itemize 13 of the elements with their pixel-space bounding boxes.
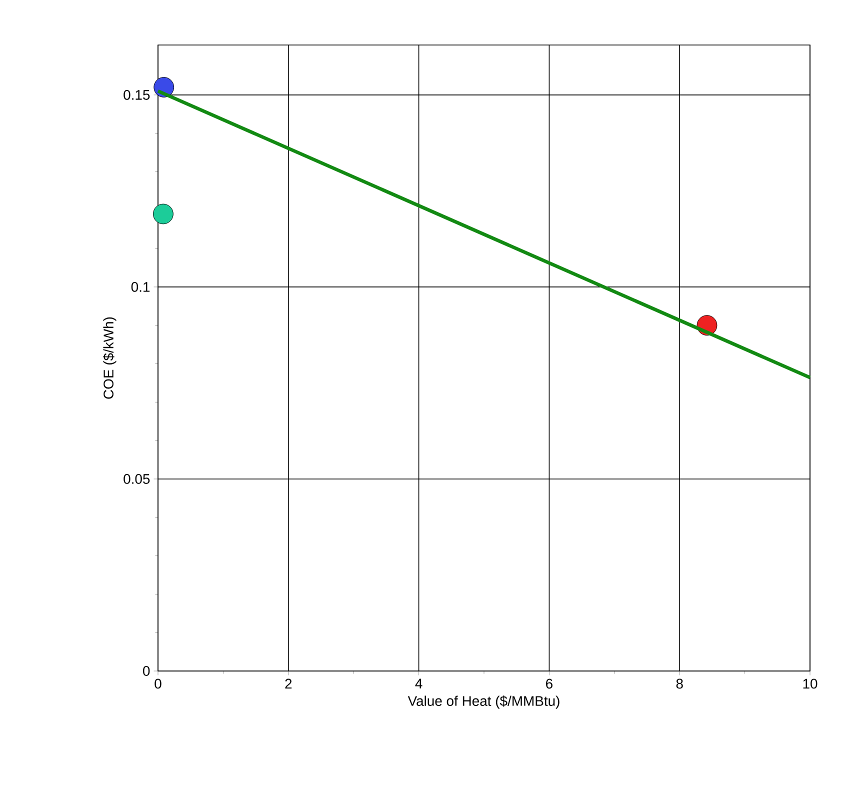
x-tick-label: 0 xyxy=(154,678,162,689)
x-tick-label: 8 xyxy=(676,678,683,689)
y-tick-label: 0 xyxy=(143,666,150,676)
y-tick-label: 0.1 xyxy=(131,282,150,292)
y-tick-label: 0.05 xyxy=(124,474,150,484)
y-axis-title: COE ($/kWh) xyxy=(103,317,116,399)
x-tick-label: 10 xyxy=(803,678,818,689)
point xyxy=(153,204,174,224)
y-tick-label: 0.15 xyxy=(124,90,150,100)
x-tick-label: 4 xyxy=(415,678,422,688)
x-axis-title: Value of Heat ($/MMBtu) xyxy=(408,695,560,709)
x-tick-label: 6 xyxy=(546,678,552,689)
x-tick-label: 2 xyxy=(285,678,292,689)
